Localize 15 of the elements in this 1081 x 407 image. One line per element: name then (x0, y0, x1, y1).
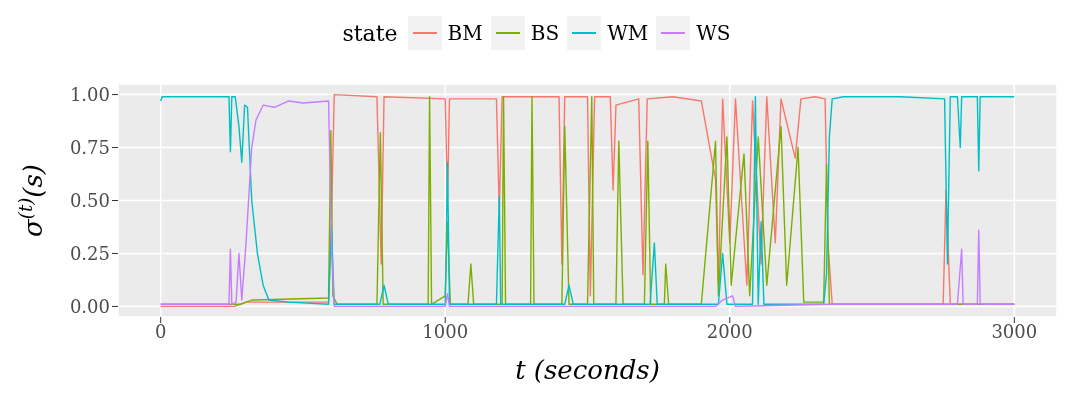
legend-label: WM (607, 21, 649, 45)
legend-label: WS (696, 21, 731, 45)
x-tick-label: 2000 (706, 320, 753, 342)
x-tick-label: 3000 (991, 320, 1038, 342)
legend-label: BM (447, 21, 483, 45)
legend-title: state (342, 20, 398, 46)
x-tick-label: 1000 (422, 320, 469, 342)
y-tick-label: 0.25 (69, 242, 110, 264)
x-tick-label: 0 (154, 320, 167, 342)
y-tick-label: 1.00 (69, 83, 110, 105)
y-tick-label: 0.00 (69, 295, 110, 317)
y-tick-label: 0.75 (69, 136, 110, 158)
y-tick-label: 0.50 (69, 189, 110, 211)
legend-label: BS (530, 21, 560, 45)
x-axis-title: t (seconds) (515, 355, 660, 385)
